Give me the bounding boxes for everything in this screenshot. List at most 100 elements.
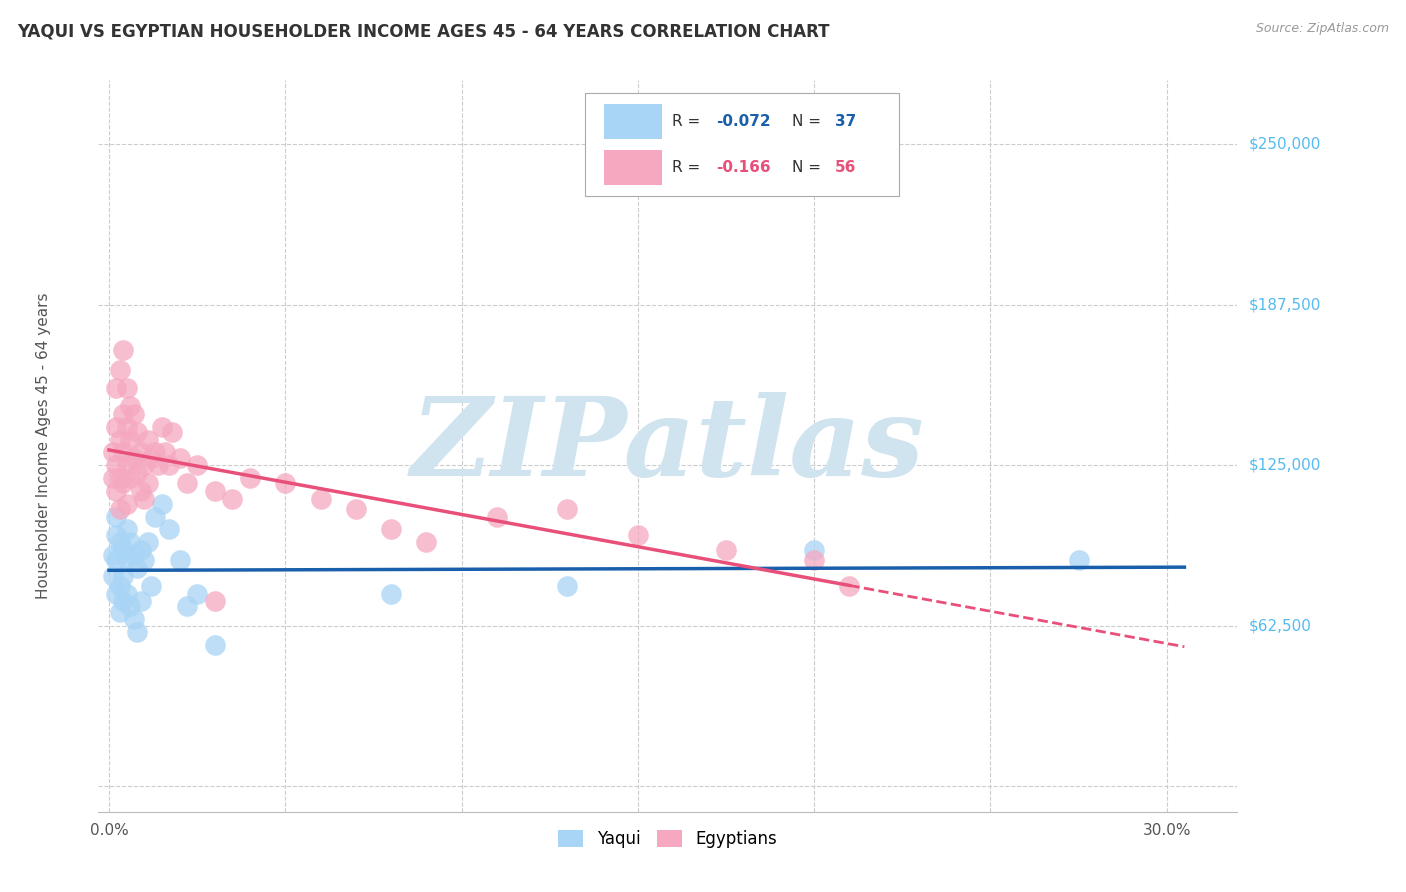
- Point: [127, 561, 149, 575]
- Point: [129, 483, 152, 498]
- Point: [134, 491, 156, 506]
- Text: -0.166: -0.166: [716, 160, 770, 175]
- Point: [148, 458, 170, 473]
- Point: [122, 450, 145, 465]
- Point: [204, 638, 226, 652]
- Point: [186, 586, 208, 600]
- Point: [127, 466, 149, 480]
- Point: [380, 586, 402, 600]
- Legend: Yaqui, Egyptians: Yaqui, Egyptians: [551, 823, 785, 855]
- Point: [108, 579, 131, 593]
- Point: [105, 483, 128, 498]
- Text: R =: R =: [672, 114, 706, 129]
- Point: [344, 501, 367, 516]
- Point: [136, 476, 159, 491]
- Point: [108, 433, 131, 447]
- Point: [714, 543, 737, 558]
- Point: [134, 458, 156, 473]
- Point: [122, 548, 145, 562]
- Point: [115, 523, 138, 537]
- Point: [105, 527, 128, 541]
- Point: [136, 433, 159, 447]
- Text: YAQUI VS EGYPTIAN HOUSEHOLDER INCOME AGES 45 - 64 YEARS CORRELATION CHART: YAQUI VS EGYPTIAN HOUSEHOLDER INCOME AGE…: [17, 22, 830, 40]
- Text: ZIPatlas: ZIPatlas: [411, 392, 925, 500]
- Point: [112, 343, 135, 357]
- Text: -0.072: -0.072: [716, 114, 770, 129]
- Point: [101, 471, 124, 485]
- Point: [120, 599, 142, 614]
- Point: [105, 586, 128, 600]
- Point: [112, 568, 135, 582]
- Point: [129, 594, 152, 608]
- Point: [557, 501, 579, 516]
- Point: [803, 543, 825, 558]
- Point: [115, 381, 138, 395]
- Text: N =: N =: [792, 160, 825, 175]
- Point: [136, 535, 159, 549]
- Point: [415, 535, 437, 549]
- Point: [176, 599, 198, 614]
- FancyBboxPatch shape: [605, 103, 662, 139]
- Text: 37: 37: [835, 114, 856, 129]
- Point: [122, 407, 145, 421]
- FancyBboxPatch shape: [585, 93, 898, 196]
- Point: [120, 433, 142, 447]
- Point: [157, 458, 180, 473]
- Point: [162, 425, 184, 439]
- Point: [101, 568, 124, 582]
- Point: [115, 586, 138, 600]
- Point: [838, 579, 860, 593]
- Point: [169, 553, 191, 567]
- Point: [186, 458, 208, 473]
- Point: [221, 491, 243, 506]
- Point: [150, 419, 173, 434]
- Point: [108, 605, 131, 619]
- Text: N =: N =: [792, 114, 825, 129]
- FancyBboxPatch shape: [605, 150, 662, 185]
- Point: [143, 445, 166, 459]
- Text: 56: 56: [835, 160, 856, 175]
- Point: [105, 509, 128, 524]
- Point: [120, 535, 142, 549]
- Text: R =: R =: [672, 160, 706, 175]
- Point: [101, 548, 124, 562]
- Point: [112, 445, 135, 459]
- Point: [150, 497, 173, 511]
- Point: [157, 523, 180, 537]
- Point: [105, 553, 128, 567]
- Point: [239, 471, 262, 485]
- Point: [169, 450, 191, 465]
- Point: [112, 594, 135, 608]
- Point: [155, 445, 177, 459]
- Point: [101, 445, 124, 459]
- Point: [176, 476, 198, 491]
- Point: [115, 497, 138, 511]
- Point: [105, 458, 128, 473]
- Point: [108, 471, 131, 485]
- Point: [127, 625, 149, 640]
- Point: [803, 553, 825, 567]
- Point: [129, 445, 152, 459]
- Point: [115, 419, 138, 434]
- Point: [380, 523, 402, 537]
- Point: [309, 491, 332, 506]
- Point: [115, 458, 138, 473]
- Point: [108, 501, 131, 516]
- Point: [557, 579, 579, 593]
- Point: [105, 381, 128, 395]
- Point: [108, 535, 131, 549]
- Point: [274, 476, 297, 491]
- Point: [627, 527, 650, 541]
- Text: $125,000: $125,000: [1249, 458, 1320, 473]
- Point: [141, 450, 163, 465]
- Point: [1067, 553, 1090, 567]
- Point: [129, 543, 152, 558]
- Point: [112, 407, 135, 421]
- Point: [112, 543, 135, 558]
- Text: $62,500: $62,500: [1249, 618, 1312, 633]
- Point: [143, 509, 166, 524]
- Point: [204, 483, 226, 498]
- Text: $187,500: $187,500: [1249, 297, 1320, 312]
- Point: [141, 579, 163, 593]
- Text: Source: ZipAtlas.com: Source: ZipAtlas.com: [1256, 22, 1389, 36]
